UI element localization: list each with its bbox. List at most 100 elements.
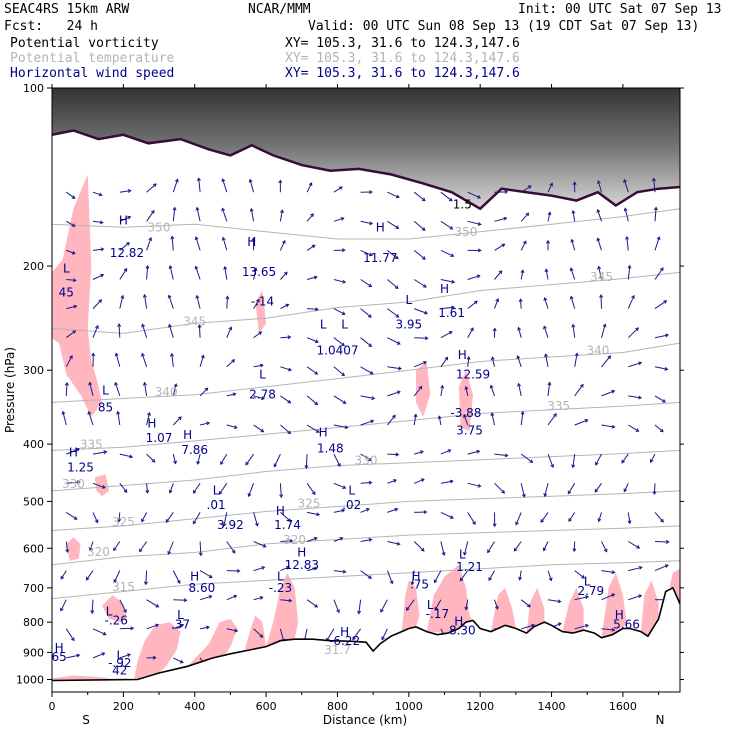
wind-arrow-head (477, 483, 482, 488)
wind-arrow-head (553, 412, 557, 417)
wind-arrow (494, 453, 508, 457)
contour-annotation: .75 (410, 578, 429, 592)
wind-arrow (440, 279, 455, 283)
pv-shaded-region (66, 537, 81, 561)
wind-arrow (438, 416, 442, 426)
wind-arrow-head (179, 659, 184, 664)
wind-arrow (92, 628, 107, 636)
wind-arrow-head (607, 355, 612, 360)
contour-annotation: 5.66 (613, 618, 640, 632)
wind-arrow (387, 191, 400, 198)
wind-arrow-head (225, 295, 230, 300)
wind-arrow-head (342, 279, 347, 284)
wind-arrow (115, 353, 121, 367)
wind-arrow-head (420, 547, 425, 552)
wind-arrow (601, 390, 615, 397)
contour-annotation: 340 (155, 385, 178, 399)
wind-arrow (89, 382, 94, 397)
wind-arrow-head (126, 242, 130, 246)
wind-arrow-head (394, 255, 399, 260)
contour-annotation: H (454, 614, 463, 628)
wind-arrow (494, 217, 507, 222)
plot-area: 1.5 350 350 345 345 340 340 335 335 330 330 325 325 3… (52, 88, 680, 692)
wind-arrow-head (547, 211, 552, 216)
wind-arrow (167, 541, 174, 555)
contour-annotation: -.92 (108, 656, 131, 670)
field-xy-wind-speed: XY= 105.3, 31.6 to 124.3,147.6 (285, 66, 520, 81)
wind-arrow-head (103, 450, 108, 455)
wind-arrow-head (236, 568, 241, 573)
contour-annotation: -3.88 (450, 406, 481, 420)
pv-shaded-region (416, 361, 431, 417)
wind-arrow (333, 453, 341, 467)
wind-arrow (440, 385, 444, 396)
wind-arrow-head (368, 343, 373, 348)
wind-arrow-head (341, 372, 346, 377)
wind-arrow (65, 628, 75, 641)
wind-arrow-head (557, 622, 562, 627)
wind-arrow (279, 210, 283, 222)
y-tick-label: 800 (23, 616, 44, 629)
wind-arrow-head (60, 575, 65, 580)
contour-annotation: H (376, 221, 385, 235)
contour-annotation: 8.60 (189, 581, 216, 595)
wind-arrow (434, 570, 442, 583)
wind-arrow-head (340, 217, 345, 221)
wind-arrow-head (142, 293, 147, 298)
contour-annotation: 330 (62, 477, 85, 491)
wind-arrow-head (85, 576, 90, 581)
wind-arrow (547, 570, 552, 581)
wind-arrow-head (147, 411, 151, 416)
wind-arrow (66, 220, 76, 227)
wind-arrow (547, 453, 554, 468)
wind-arrow (273, 453, 281, 467)
wind-arrow (360, 337, 372, 347)
wind-arrow (414, 361, 427, 368)
wind-arrow (253, 628, 263, 638)
wind-arrow-head (477, 195, 482, 199)
wind-arrow-head (638, 395, 643, 400)
wind-arrow (360, 220, 373, 225)
wind-arrow (601, 355, 611, 368)
wind-arrow-head (413, 413, 418, 418)
init-time: Init: 00 UTC Sat 07 Sep 13 (518, 2, 722, 17)
wind-arrow-head (517, 382, 521, 387)
wind-arrow (248, 483, 255, 497)
wind-arrow (440, 249, 454, 257)
contour-annotation: L (277, 569, 284, 583)
wind-arrow-head (341, 508, 346, 513)
wind-arrow-head (114, 352, 119, 357)
wind-arrow-head (572, 181, 577, 186)
wind-arrow (222, 237, 228, 251)
wind-arrow-head (341, 311, 346, 315)
wind-arrow-head (233, 425, 238, 430)
wind-arrow (360, 279, 372, 288)
contour-annotation: H (147, 417, 156, 431)
contour-annotation: L (427, 598, 434, 612)
field-name-wind-speed: Horizontal wind speed (10, 66, 175, 81)
wind-arrow (387, 308, 399, 318)
wind-arrow-head (597, 518, 602, 523)
wind-arrow-head (71, 195, 76, 199)
wind-arrow (381, 628, 388, 640)
wind-arrow (465, 599, 469, 610)
wind-arrow (224, 266, 228, 280)
wind-arrow-head (441, 552, 446, 557)
wind-arrow (570, 268, 576, 280)
x-tick-label: 1400 (538, 700, 566, 713)
wind-arrow (653, 483, 656, 495)
wind-arrow-head (168, 489, 173, 494)
x-tick-label: 400 (184, 700, 205, 713)
pv-shaded-region (426, 564, 473, 634)
wind-arrow-head (127, 188, 132, 193)
wind-arrow-head (342, 400, 347, 404)
wind-arrow-head (368, 537, 373, 542)
wind-arrow (169, 265, 174, 280)
wind-arrow-head (501, 489, 506, 494)
wind-arrow-head (148, 236, 153, 241)
wind-arrow (146, 183, 157, 193)
contour-annotation: 3.92 (217, 518, 244, 532)
wind-arrow-head (234, 628, 239, 633)
contour-annotation: 2.79 (577, 584, 604, 598)
wind-arrow-head (123, 489, 128, 493)
